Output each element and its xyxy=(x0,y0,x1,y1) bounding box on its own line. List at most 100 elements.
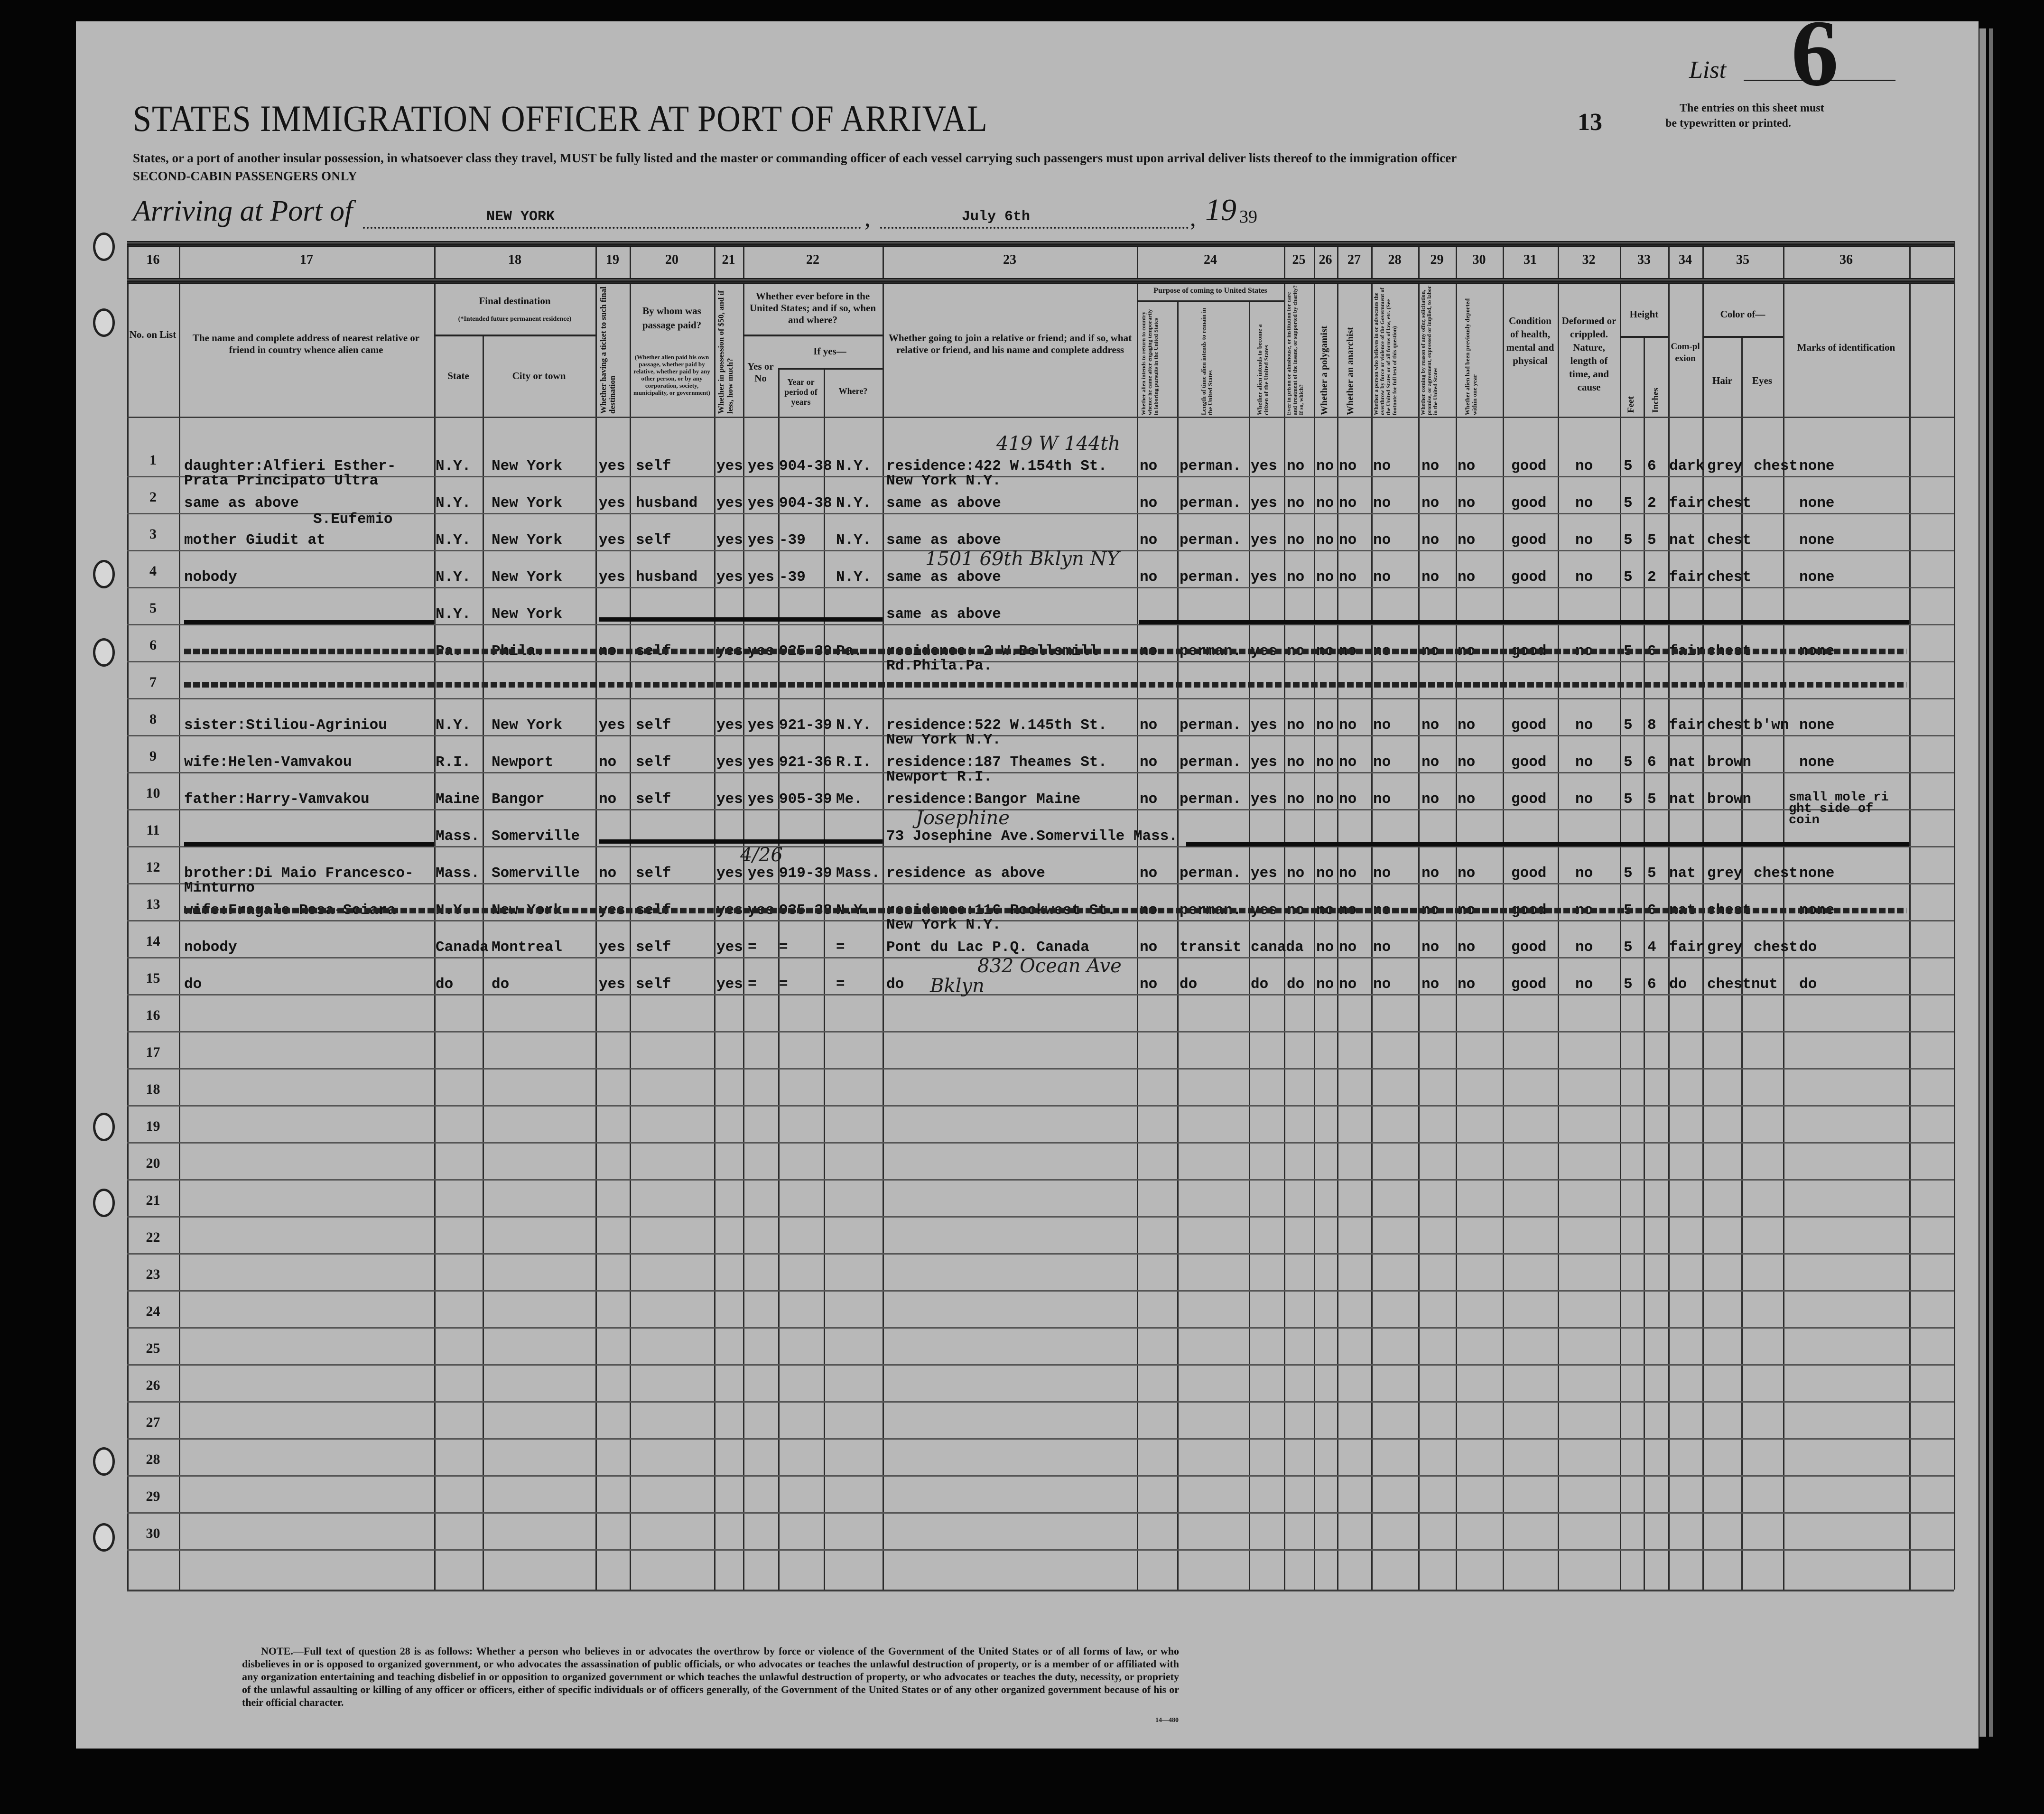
header-hair: Hair xyxy=(1712,375,1732,386)
cell-feet: 5 xyxy=(1624,939,1633,956)
cell-c27: no xyxy=(1339,532,1357,549)
cell-money: yes xyxy=(716,976,743,993)
column-number: 24 xyxy=(1204,252,1217,267)
cell-health: good xyxy=(1511,754,1547,771)
cell-hair: chest xyxy=(1707,717,1752,734)
cell-years: -39 xyxy=(779,532,806,549)
cell-complexion: fair xyxy=(1669,717,1705,734)
cabin-class: SECOND-CABIN PASSENGERS ONLY xyxy=(133,169,357,183)
cell-feet: 5 xyxy=(1624,458,1633,474)
header-polygamist: Whether a polygamist xyxy=(1319,326,1329,415)
cell-c29: no xyxy=(1422,865,1440,882)
row-number: 30 xyxy=(146,1526,160,1541)
cell-p_return: no xyxy=(1140,532,1158,549)
cell-paid: self xyxy=(636,717,671,734)
page-title: STATES IMMIGRATION OFFICER AT PORT OF AR… xyxy=(133,98,988,139)
row-number: 26 xyxy=(146,1377,160,1393)
row-rule xyxy=(127,1142,1954,1144)
cell-c27: no xyxy=(1339,791,1357,808)
cell-p_return: no xyxy=(1140,865,1158,882)
cell-c29: no xyxy=(1422,458,1440,474)
cell-c26: no xyxy=(1316,495,1334,512)
cell-city: New York xyxy=(492,717,562,734)
cell-ticket: no xyxy=(599,754,617,771)
cell-deformed: no xyxy=(1575,865,1593,882)
cell-c25: no xyxy=(1287,791,1305,808)
instructions: States, or a port of another insular pos… xyxy=(133,151,1457,165)
row-rule xyxy=(127,587,1954,588)
entries-note: The entries on this sheet must xyxy=(1680,102,1824,114)
column-rule xyxy=(1702,241,1704,1590)
cell-years: 921-39 xyxy=(779,717,832,734)
cell-years: 904-38 xyxy=(779,495,832,512)
cell-join: 73 Josephine Ave.Somerville Mass. xyxy=(886,828,1178,845)
cell-p_citizen: yes xyxy=(1251,495,1277,512)
cell-state: N.Y. xyxy=(436,532,471,549)
cell-where: N.Y. xyxy=(836,569,872,586)
cell-complexion: nat xyxy=(1669,791,1696,808)
header-period: Year or period of years xyxy=(784,377,818,407)
header-ever-before: Whether ever before in the United States… xyxy=(749,290,876,326)
cell-state: N.Y. xyxy=(436,569,471,586)
header-return-intent: Whether alien intends to return to count… xyxy=(1140,309,1159,415)
header-final-destination: Final destination xyxy=(479,295,551,307)
cell-rel: nobody xyxy=(184,939,237,956)
handwritten-note: 1501 69th Bklyn NY xyxy=(925,548,1119,570)
cell-city: Somerville xyxy=(492,828,580,845)
column-rule xyxy=(1137,241,1138,1590)
cell-c28: no xyxy=(1373,532,1391,549)
cell-feet: 5 xyxy=(1624,532,1633,549)
column-rule xyxy=(1558,241,1559,1590)
header-feet: Feet xyxy=(1626,396,1636,413)
form-number: 14—480 xyxy=(1155,1717,1179,1724)
header-subrule xyxy=(778,368,883,370)
ruled-line xyxy=(599,839,883,844)
cell-state: N.Y. xyxy=(436,717,471,734)
cell-marks: none xyxy=(1799,717,1835,734)
list-number: 6 xyxy=(1791,1,1839,106)
cell-hair: chest xyxy=(1707,532,1752,549)
row-number: 4 xyxy=(149,563,157,579)
subcolumn-rule xyxy=(778,368,780,1590)
row-rule xyxy=(127,846,1954,847)
list-label: List xyxy=(1689,56,1727,84)
cell-eyes: chest xyxy=(1754,458,1798,474)
column-number: 22 xyxy=(806,252,819,267)
cell-paid: self xyxy=(636,791,671,808)
cell-p_citizen: yes xyxy=(1251,865,1277,882)
header-state: State xyxy=(447,370,469,381)
port-of-arrival: NEW YORK xyxy=(486,209,555,225)
header-subrule xyxy=(1702,336,1783,338)
binding-hole xyxy=(93,638,115,667)
row-rule xyxy=(127,698,1954,699)
cell-rel-note: S.Eufemio xyxy=(313,511,393,528)
cell-rel: brother:Di Maio Francesco- Minturno xyxy=(184,865,414,896)
cell-complexion: fair xyxy=(1669,569,1705,586)
cell-p_citizen: yes xyxy=(1251,569,1277,586)
row-number: 3 xyxy=(149,526,157,542)
cell-c29: no xyxy=(1422,939,1440,956)
subcolumn-rule xyxy=(483,335,484,1590)
cell-paid: husband xyxy=(636,569,698,586)
cell-inches: 5 xyxy=(1647,791,1656,808)
cell-deformed: no xyxy=(1575,495,1593,512)
header-where: Where? xyxy=(838,386,868,396)
cell-feet: 5 xyxy=(1624,976,1633,993)
cell-p_return: no xyxy=(1140,791,1158,808)
row-number: 27 xyxy=(146,1414,160,1430)
cell-c28: no xyxy=(1373,569,1391,586)
header-subrule xyxy=(1137,300,1284,302)
column-rule xyxy=(743,241,744,1590)
cell-c28: no xyxy=(1373,939,1391,956)
column-number: 26 xyxy=(1319,252,1332,267)
header-height: Height xyxy=(1629,308,1659,320)
cell-feet: 5 xyxy=(1624,754,1633,771)
column-number: 34 xyxy=(1679,252,1692,267)
cell-money: yes xyxy=(716,495,743,512)
cell-ticket: yes xyxy=(599,495,625,512)
header-join: Whether going to join a relative or frie… xyxy=(888,332,1132,355)
column-number: 16 xyxy=(146,252,160,267)
header-money: Whether in possession of $50, and if les… xyxy=(716,290,734,414)
cell-where: N.Y. xyxy=(836,532,872,549)
row-rule xyxy=(127,1549,1954,1551)
